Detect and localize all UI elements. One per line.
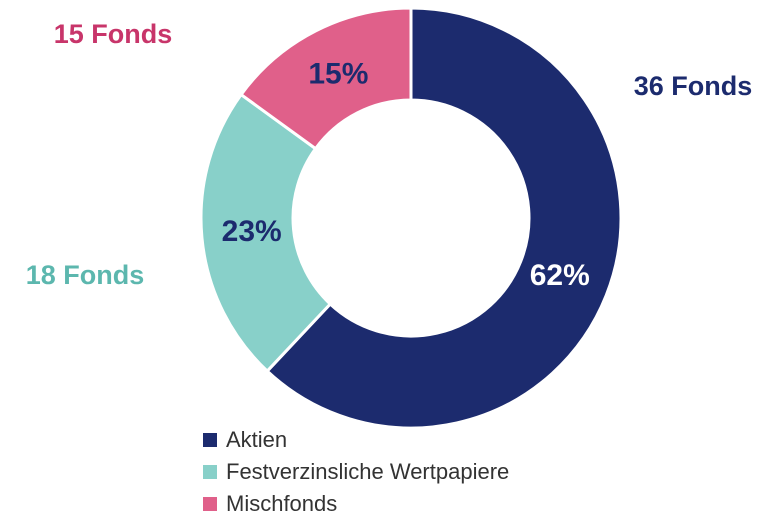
donut-slice: [265, 6, 623, 430]
slice-label: 23%: [222, 215, 282, 248]
slice-label: 15%: [308, 57, 368, 90]
legend-label: Aktien: [226, 427, 287, 452]
legend-swatch: [203, 497, 217, 511]
legend-swatch: [203, 433, 217, 447]
donut-slice: [199, 92, 333, 374]
legend-swatch: [203, 465, 217, 479]
slice-label: 62%: [530, 259, 590, 292]
fund-label: 18 Fonds: [26, 260, 145, 290]
fund-label: 15 Fonds: [54, 19, 173, 49]
donut-slice: [239, 6, 413, 151]
fund-label: 36 Fonds: [634, 71, 753, 101]
legend-label: Mischfonds: [226, 491, 337, 516]
legend-label: Festverzinsliche Wertpapiere: [226, 459, 509, 484]
